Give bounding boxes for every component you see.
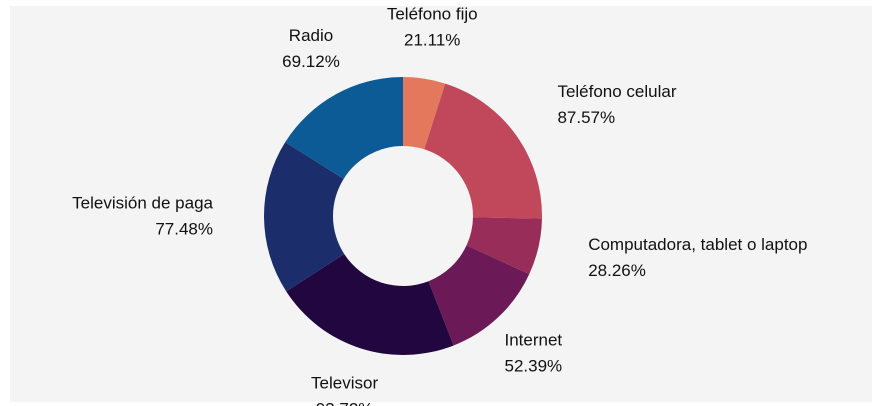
donut-slice xyxy=(286,253,454,356)
donut-slice xyxy=(428,245,530,346)
donut-slice xyxy=(424,83,542,219)
donut-slice xyxy=(285,77,403,179)
slice-label: Computadora, tablet o laptop xyxy=(588,235,807,254)
slice-value-label: 69.12% xyxy=(282,52,340,71)
slice-value-label: 87.57% xyxy=(557,108,615,127)
slice-value-label: 77.48% xyxy=(155,220,213,239)
donut-slice xyxy=(403,77,446,150)
donut-slice xyxy=(264,142,345,292)
slice-value-label: 28.26% xyxy=(588,261,646,280)
slice-label: Internet xyxy=(505,331,563,350)
slice-label: Teléfono celular xyxy=(557,82,676,101)
donut-slice xyxy=(466,217,542,275)
slice-label: Radio xyxy=(289,26,333,45)
slice-value-label: 52.39% xyxy=(504,357,562,376)
slice-value-label: 21.11% xyxy=(404,31,460,50)
slice-label: Televisor xyxy=(311,373,378,392)
slice-label: Televisión de paga xyxy=(72,194,213,213)
slice-value-label: 93.72% xyxy=(316,399,374,406)
slice-label: Teléfono fijo xyxy=(387,5,478,24)
